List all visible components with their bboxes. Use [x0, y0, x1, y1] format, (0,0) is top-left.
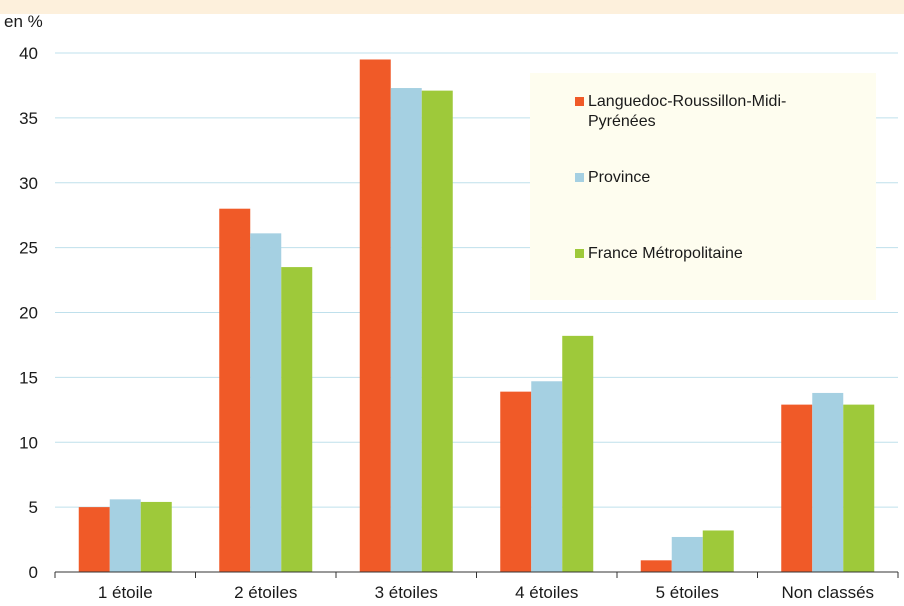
legend-label: Languedoc-Roussillon-Midi-Pyrénées: [588, 93, 786, 130]
bars: [78, 59, 875, 573]
legend-swatch: [575, 173, 584, 182]
bar-1-3: [359, 59, 391, 573]
x-tick-label: 4 étoiles: [515, 583, 578, 602]
bar-2-1: [109, 499, 141, 572]
bar-3-2: [281, 267, 313, 572]
bar-2-3: [390, 88, 422, 572]
bar-1-1: [78, 507, 110, 572]
bar-2-6: [812, 392, 844, 572]
bar-1-2: [219, 208, 251, 572]
bar-1-6: [781, 404, 813, 572]
y-tick-label: 40: [19, 44, 38, 63]
y-tick-label: 20: [19, 304, 38, 323]
legend-swatch: [575, 249, 584, 258]
y-tick-label: 15: [19, 368, 38, 387]
y-tick-label: 35: [19, 109, 38, 128]
y-tick-label: 30: [19, 174, 38, 193]
gridlines: [55, 52, 898, 508]
bar-2-2: [250, 233, 282, 573]
header-band: [0, 0, 904, 14]
legend-box: [530, 73, 876, 300]
y-unit-label: en %: [4, 12, 43, 31]
legend-label: France Métropolitaine: [588, 245, 743, 262]
bar-2-5: [671, 536, 703, 572]
x-tick-label: 2 étoiles: [234, 583, 297, 602]
x-axis: [54, 571, 899, 578]
x-tick-label: 1 étoile: [98, 583, 153, 602]
bar-3-6: [843, 404, 875, 572]
legend-swatch: [575, 97, 584, 106]
legend: Languedoc-Roussillon-Midi-Pyrénées Provin…: [530, 73, 876, 300]
bar-1-4: [500, 391, 532, 572]
bar-3-4: [562, 335, 594, 572]
bar-3-5: [702, 530, 734, 572]
legend-label: Province: [588, 169, 650, 186]
y-tick-label: 0: [29, 563, 38, 582]
x-tick-label: Non classés: [781, 583, 874, 602]
x-tick-label: 5 étoiles: [656, 583, 719, 602]
x-tick-label: 3 étoiles: [375, 583, 438, 602]
bar-3-1: [140, 501, 172, 572]
x-tick-labels: 1 étoile 2 étoiles 3 étoiles 4 étoiles 5 éto…: [98, 583, 874, 602]
y-tick-label: 5: [29, 498, 38, 517]
bar-2-4: [531, 381, 563, 572]
bar-1-5: [640, 560, 672, 572]
y-tick-label: 10: [19, 433, 38, 452]
y-tick-labels: 0 5 10 15 20 25 30 35 40: [19, 44, 38, 582]
y-tick-label: 25: [19, 239, 38, 258]
bar-3-3: [421, 90, 453, 572]
